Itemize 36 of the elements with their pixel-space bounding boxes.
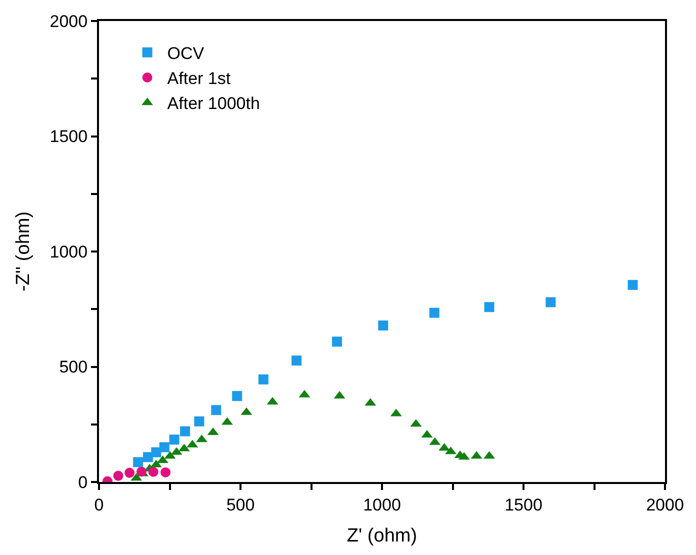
x-axis-title: Z' (ohm) xyxy=(346,526,418,547)
point xyxy=(133,457,144,468)
y-tick-label: 500 xyxy=(59,358,88,377)
point xyxy=(124,468,135,478)
point xyxy=(169,434,180,445)
point xyxy=(232,391,242,402)
point xyxy=(159,442,170,452)
point xyxy=(258,374,268,384)
point xyxy=(211,405,222,416)
point xyxy=(429,308,440,318)
point xyxy=(113,470,124,481)
point xyxy=(151,447,162,458)
point xyxy=(136,466,146,477)
y-tick-label: 2000 xyxy=(50,12,88,31)
legend-label: OCV xyxy=(167,44,205,64)
y-tick-label: 0 xyxy=(78,472,88,492)
legend-label: After 1000th xyxy=(167,94,260,114)
point xyxy=(148,466,158,477)
y-axis-title: -Z'' (ohm) xyxy=(13,211,34,292)
y-tick-label: 1500 xyxy=(50,127,88,146)
point xyxy=(628,280,638,290)
point xyxy=(180,426,190,436)
x-tick-label: 1500 xyxy=(504,495,542,514)
point xyxy=(378,320,388,330)
point xyxy=(160,467,171,478)
x-tick-label: 500 xyxy=(226,495,255,514)
point xyxy=(332,336,342,347)
point xyxy=(546,297,556,308)
point xyxy=(484,302,494,312)
x-tick-label: 1000 xyxy=(363,495,401,514)
point xyxy=(194,416,204,426)
x-tick-label: 2000 xyxy=(646,495,684,514)
legend-label: After 1st xyxy=(167,69,231,88)
point xyxy=(292,356,302,366)
y-tick-label: 1000 xyxy=(50,242,88,262)
x-tick-label: 0 xyxy=(94,495,104,514)
